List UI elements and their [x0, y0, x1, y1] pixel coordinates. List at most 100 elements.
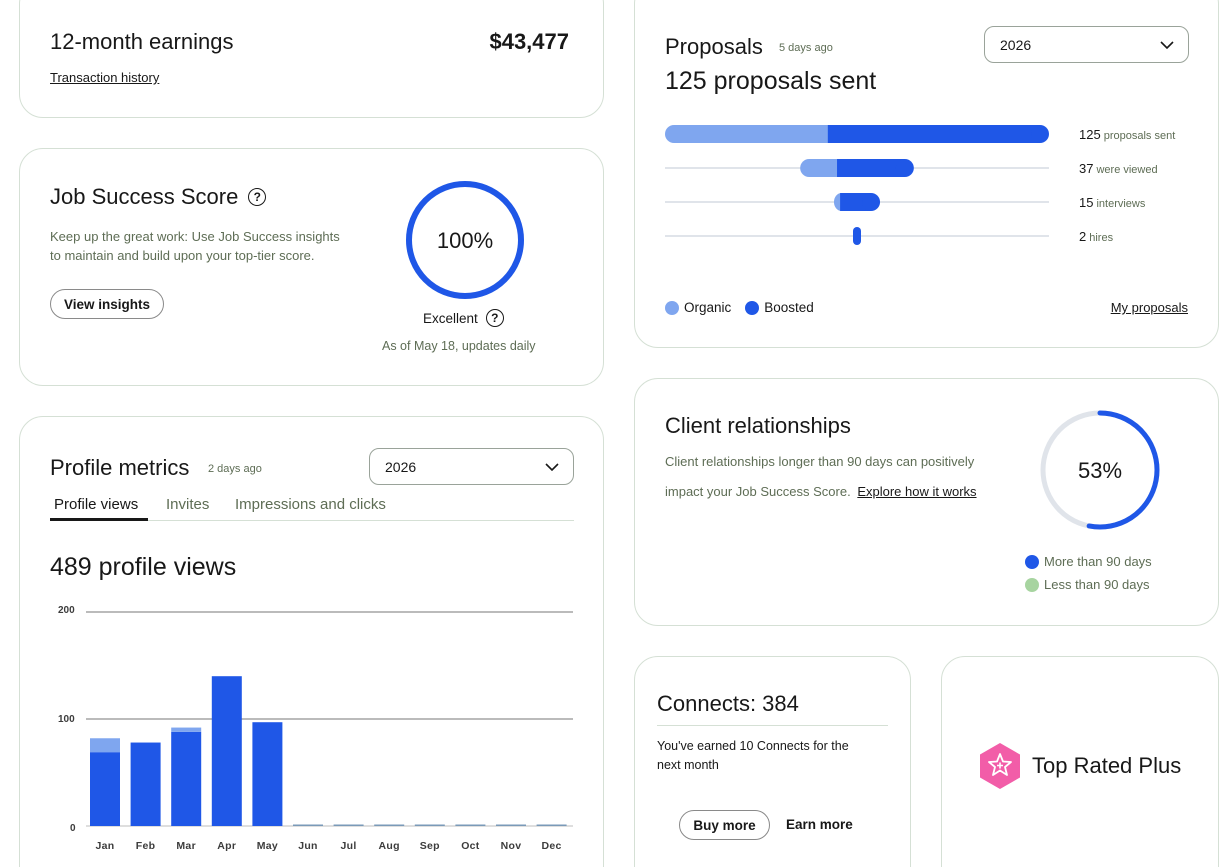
client-relationships-card: Client relationships Client relationship…: [634, 378, 1219, 626]
earnings-title: 12-month earnings: [50, 29, 234, 54]
x-tick-label: Feb: [135, 840, 156, 852]
funnel-bar-boosted: [837, 159, 914, 177]
funnel-bar-boosted: [853, 227, 861, 245]
x-tick-label: Dec: [541, 840, 562, 852]
jss-description-line1: Keep up the great work: Use Job Success …: [50, 229, 340, 244]
transaction-history-link[interactable]: Transaction history: [50, 70, 160, 85]
bar-may[interactable]: [252, 722, 283, 826]
proposals-title: Proposals: [665, 34, 763, 59]
client-relationships-title: Client relationships: [665, 413, 851, 438]
tab-invites[interactable]: Invites: [166, 496, 210, 513]
client-legend-less: Less than 90 days: [1025, 577, 1150, 592]
funnel-bar-boosted: [827, 125, 1049, 143]
tab-impressions-clicks[interactable]: Impressions and clicks: [235, 496, 386, 513]
chevron-down-icon: [545, 462, 559, 471]
client-legend-more: More than 90 days: [1025, 554, 1152, 569]
connects-description-line2: next month: [657, 758, 719, 772]
view-insights-button[interactable]: View insights: [50, 289, 164, 319]
profile-metrics-title: Profile metrics: [50, 455, 190, 480]
bar-dec[interactable]: [536, 824, 567, 827]
x-tick-label: May: [256, 840, 279, 852]
top-rated-plus-badge-icon: [980, 743, 1020, 789]
x-tick-label: Jan: [95, 840, 115, 852]
bar-jan[interactable]: [90, 752, 120, 826]
y-tick-label: 100: [58, 714, 75, 725]
explore-how-it-works-link[interactable]: Explore how it works: [857, 484, 977, 499]
less-than-90-legend-label: Less than 90 days: [1044, 577, 1150, 592]
x-tick-label: Aug: [378, 840, 400, 852]
help-icon[interactable]: ?: [485, 309, 504, 327]
funnel-label-interviews: 15 interviews: [1079, 195, 1146, 210]
x-tick-label: Jul: [340, 840, 357, 852]
connects-title: Connects: 384: [657, 691, 799, 716]
bar-oct[interactable]: [455, 824, 486, 827]
help-icon[interactable]: ?: [248, 188, 267, 206]
y-tick-label: 200: [58, 605, 75, 616]
client-description-line1: Client relationships longer than 90 days…: [665, 454, 975, 469]
funnel-label-sent: 125 proposals sent: [1079, 127, 1176, 142]
chevron-down-icon: [1160, 40, 1174, 49]
x-tick-label: Jun: [298, 840, 318, 852]
organic-legend-dot: [665, 300, 679, 315]
proposals-updated: 5 days ago: [779, 42, 833, 54]
organic-legend-label: Organic: [684, 300, 732, 315]
x-tick-label: Mar: [176, 840, 196, 852]
jss-rating-row: Excellent ?: [423, 309, 504, 327]
proposals-funnel-chart: [665, 125, 1049, 245]
client-relationship-percent: 53%: [1077, 458, 1123, 483]
jss-updated: As of May 18, updates daily: [382, 339, 536, 353]
jss-title: Job Success Score: [50, 184, 239, 209]
funnel-bar-organic: [800, 159, 847, 177]
proposals-year-value: 2026: [1000, 36, 1032, 53]
profile-views-chart: [86, 611, 573, 827]
tabs-underline: [50, 520, 574, 521]
top-rated-plus-label: Top Rated Plus: [1032, 753, 1182, 778]
client-relationship-ring: [1040, 410, 1160, 530]
profile-year-value: 2026: [385, 458, 417, 475]
tab-profile-views[interactable]: Profile views: [54, 496, 139, 513]
connects-card: Connects: 384 You've earned 10 Connects …: [634, 656, 911, 867]
active-tab-indicator: [50, 518, 148, 521]
jss-score-ring: [406, 181, 524, 299]
proposals-card: Proposals 5 days ago 2026 125 proposals …: [634, 0, 1219, 348]
funnel-label-hires: 2 hires: [1079, 229, 1114, 244]
top-rated-plus-card: Top Rated Plus: [941, 656, 1219, 867]
bar-nov[interactable]: [496, 824, 526, 827]
profile-metrics-updated: 2 days ago: [208, 463, 262, 475]
more-than-90-legend-label: More than 90 days: [1044, 554, 1152, 569]
bar-segment-jan[interactable]: [90, 738, 120, 753]
jss-description-line2: to maintain and build upon your top-tier…: [50, 248, 315, 263]
jss-card: Job Success Score ? Keep up the great wo…: [19, 148, 604, 386]
profile-metrics-card: Profile metrics 2 days ago 2026 Profile …: [19, 416, 604, 867]
buy-more-button[interactable]: Buy more: [679, 810, 770, 840]
bar-segment-mar[interactable]: [171, 727, 202, 732]
bar-aug[interactable]: [374, 824, 405, 827]
connects-description-line1: You've earned 10 Connects for the: [657, 739, 849, 753]
client-description-line2: impact your Job Success Score.: [665, 484, 851, 499]
jss-header: Job Success Score ?: [50, 184, 267, 210]
x-tick-label: Nov: [500, 840, 522, 852]
boosted-legend-dot: [745, 300, 760, 315]
funnel-label-viewed: 37 were viewed: [1079, 161, 1158, 176]
earn-more-button[interactable]: Earn more: [786, 817, 853, 832]
funnel-bar-organic: [665, 125, 837, 143]
x-tick-label: Apr: [217, 840, 237, 852]
proposals-headline: 125 proposals sent: [665, 67, 877, 95]
profile-year-select[interactable]: 2026: [369, 448, 574, 485]
client-description-line2-row: impact your Job Success Score. Explore h…: [665, 484, 977, 499]
connects-divider: [657, 725, 888, 726]
bar-mar[interactable]: [171, 731, 202, 826]
proposals-year-select[interactable]: 2026: [984, 26, 1189, 63]
more-than-90-legend-dot: [1025, 554, 1039, 569]
less-than-90-legend-dot: [1025, 577, 1039, 592]
bar-jun[interactable]: [293, 824, 323, 827]
my-proposals-link[interactable]: My proposals: [1110, 300, 1188, 315]
bar-sep[interactable]: [414, 824, 445, 827]
bar-apr[interactable]: [211, 676, 242, 826]
y-tick-label: 0: [70, 823, 76, 834]
boosted-legend-label: Boosted: [764, 300, 814, 315]
funnel-bar-boosted: [840, 193, 881, 211]
bar-feb[interactable]: [130, 742, 161, 826]
profile-views-headline: 489 profile views: [50, 553, 237, 581]
bar-jul[interactable]: [333, 824, 364, 827]
